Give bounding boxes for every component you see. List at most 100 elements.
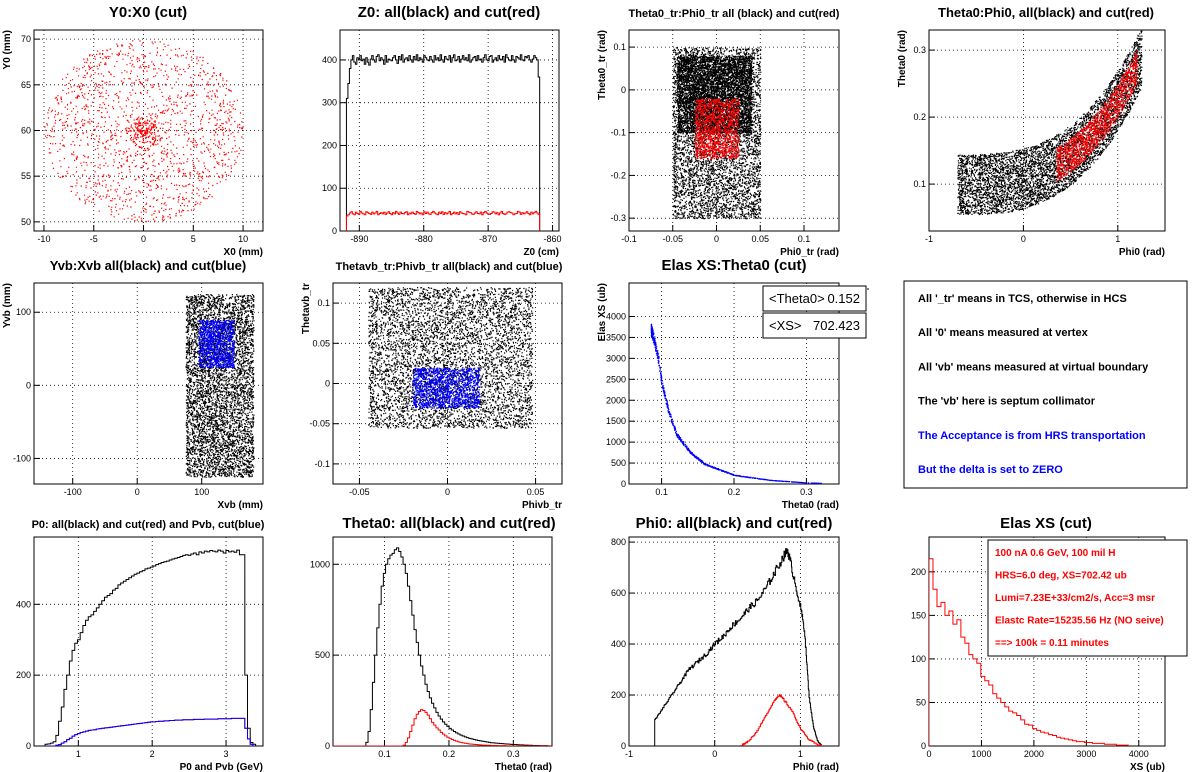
x-tick-label: 0.05: [527, 487, 545, 497]
y-tick-label: 60: [21, 126, 31, 136]
y-tick-label: 4000: [606, 312, 626, 322]
x-tick-label: 0.05: [751, 234, 769, 244]
x-axis-label: P0 and Pvb (GeV): [180, 762, 263, 772]
y-tick-label: 400: [611, 639, 626, 649]
x-axis-label: Z0 (cm): [523, 247, 559, 258]
x-tick-label: -10: [37, 234, 50, 244]
plot-area: [345, 54, 541, 231]
y-tick-label: 200: [911, 567, 926, 577]
histogram-series-all: [333, 547, 552, 746]
y-tick-label: 0: [325, 379, 330, 389]
y-tick-label: 0: [621, 741, 626, 751]
chart-p4: Theta0:Phi0, all(black) and cut(red) -1 0 1…: [897, 5, 1166, 258]
y-tick-label: -0.3: [610, 213, 626, 223]
plot-area: [44, 549, 257, 746]
x-tick-label: -1: [625, 749, 633, 759]
info-line: 100 nA 0.6 GeV, 100 mil H: [995, 548, 1115, 559]
x-axis-label: Theta0 (rad): [495, 762, 552, 772]
plot-area: [333, 547, 552, 746]
y-tick-label: 150: [911, 610, 926, 620]
x-tick-label: 0.3: [800, 487, 813, 497]
x-tick-label: 0: [135, 487, 140, 497]
x-tick-label: 4000: [1129, 749, 1149, 759]
note-line: But the delta is set to ZERO: [918, 464, 1063, 476]
stat-value: 0.152: [827, 291, 860, 306]
x-tick-label: 0: [141, 234, 146, 244]
y-tick-label: 500: [315, 650, 330, 660]
x-tick-label: 0: [445, 487, 450, 497]
note-line: The 'vb' here is septum collimator: [918, 396, 1096, 408]
plot-area: [185, 294, 255, 478]
plot-frame: [332, 536, 553, 747]
y-tick-label: 0: [621, 479, 626, 489]
y-tick-label: 0.1: [913, 179, 926, 189]
x-axis-label: Phi0 (rad): [793, 762, 839, 772]
y-tick-label: 800: [611, 537, 626, 547]
y-axis-label: Yvb (mm): [2, 283, 13, 328]
y-tick-label: 0: [332, 226, 337, 236]
x-tick-label: -860: [544, 234, 562, 244]
x-tick-label: 0: [926, 749, 931, 759]
x-tick-label: 5: [191, 234, 196, 244]
y-tick-label: -0.2: [610, 170, 626, 180]
x-tick-label: 10: [238, 234, 248, 244]
x-tick-label: -1: [925, 234, 933, 244]
x-axis-label: X0 (mm): [224, 247, 263, 258]
x-tick-label: 0.1: [798, 234, 811, 244]
x-axis-label: Phi0 (rad): [1119, 247, 1165, 258]
plot-frame: [33, 29, 264, 232]
info-line: HRS=6.0 deg, XS=702.42 ub: [995, 571, 1127, 582]
chart-p3: Theta0_tr:Phi0_tr all (black) and cut(re…: [597, 8, 840, 258]
x-tick-label: 1000: [971, 749, 991, 759]
plot-frame: [628, 536, 840, 747]
histogram-series-cut: [740, 694, 822, 746]
y-tick-label: 600: [611, 588, 626, 598]
y-tick-label: 100: [911, 654, 926, 664]
plot-area: [44, 40, 244, 223]
x-axis-label: Theta0 (rad): [782, 500, 839, 511]
plot-frame: [33, 282, 264, 485]
histogram-series-all: [345, 54, 541, 231]
y-tick-label: 500: [611, 458, 626, 468]
histogram-series-cut: [929, 558, 1129, 746]
plot-area: [929, 558, 1129, 746]
x-tick-label: 2000: [1024, 749, 1044, 759]
scatter-series-all: [368, 287, 534, 429]
x-tick-label: 0: [1021, 234, 1026, 244]
info-line: ==> 100k = 0.11 minutes: [995, 638, 1109, 649]
y-tick-label: 0: [621, 85, 626, 95]
y-tick-label: 0.1: [613, 42, 626, 52]
chart-title: Theta0: all(black) and cut(red): [342, 515, 555, 532]
y-tick-label: -0.1: [314, 459, 330, 469]
chart-title: Elas XS (cut): [1000, 515, 1092, 532]
x-axis-label: Phivb_tr: [522, 500, 562, 511]
plot-frame: [339, 29, 560, 232]
y-axis-label: Elas XS (ub): [597, 283, 608, 341]
x-tick-label: 1: [1115, 234, 1120, 244]
chart-title: Y0:X0 (cut): [109, 4, 187, 21]
scatter-series-points: [44, 40, 244, 223]
notes-box: [903, 280, 1188, 489]
chart-p1: Y0:X0 (cut) -10 -5 0 5 10 50 55 60 65 70 X0 (mm) Y0 …: [2, 4, 264, 258]
chart-p7: Elas XS:Theta0 (cut) 0.1 0.2 0.3 0 500 1000 150…: [597, 257, 869, 511]
x-tick-label: -5: [90, 234, 98, 244]
scatter-series-cut: [412, 367, 481, 409]
y-tick-label: 100: [16, 307, 31, 317]
y-axis-label: Theta0_tr (rad): [597, 30, 608, 100]
scatter-series-all: [672, 47, 762, 220]
y-tick-label: 400: [16, 599, 31, 609]
y-tick-label: 0: [26, 380, 31, 390]
x-tick-label: 100: [194, 487, 209, 497]
y-tick-label: 3500: [606, 332, 626, 342]
note-line: All '_tr' means in TCS, otherwise in HCS: [918, 293, 1127, 305]
x-tick-label: 0.1: [378, 749, 391, 759]
y-tick-label: 3000: [606, 353, 626, 363]
y-tick-label: 0.3: [913, 45, 926, 55]
y-tick-label: -0.1: [610, 128, 626, 138]
plot-area: [654, 547, 822, 746]
stat-box: [762, 285, 867, 312]
y-tick-label: 50: [21, 217, 31, 227]
x-tick-label: 0.3: [507, 749, 520, 759]
x-axis-label: Phi0_tr (rad): [780, 247, 839, 258]
